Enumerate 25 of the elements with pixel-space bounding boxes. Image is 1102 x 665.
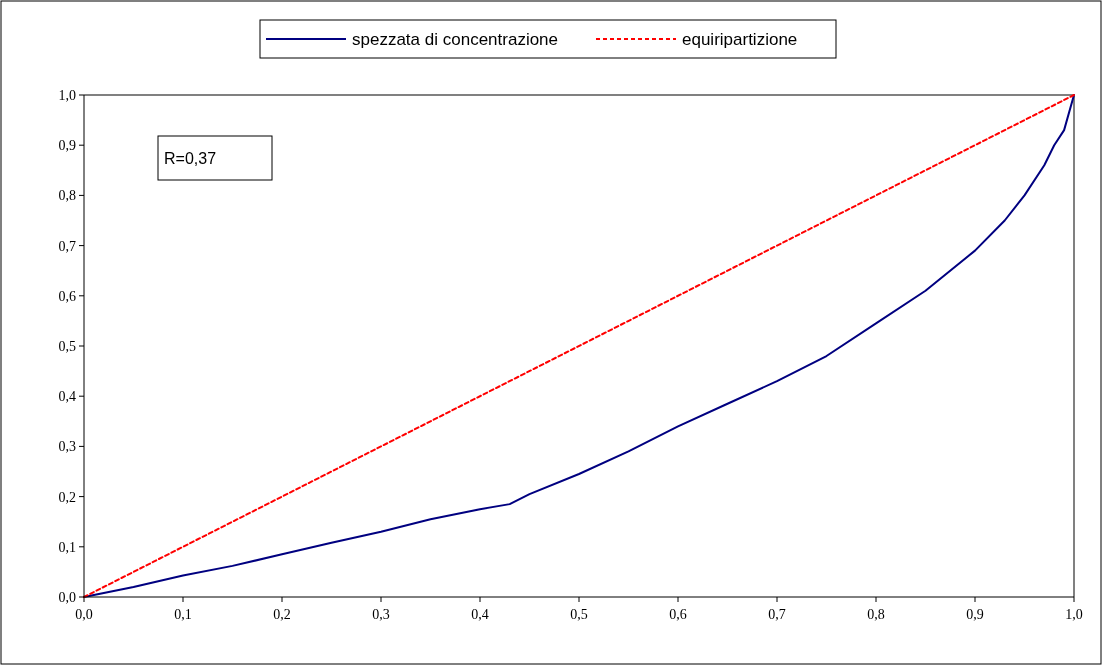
x-tick-label: 0,0: [75, 607, 93, 622]
x-tick-label: 0,4: [471, 607, 489, 622]
y-tick-label: 0,0: [58, 590, 76, 605]
x-tick-label: 0,5: [570, 607, 588, 622]
y-tick-label: 0,5: [58, 339, 76, 354]
y-tick-label: 1,0: [58, 88, 76, 103]
legend-label: equiripartizione: [682, 30, 798, 49]
x-tick-label: 1,0: [1065, 607, 1083, 622]
x-tick-label: 0,9: [966, 607, 984, 622]
x-tick-label: 0,7: [768, 607, 786, 622]
y-tick-label: 0,4: [58, 389, 76, 405]
x-tick-label: 0,6: [669, 607, 687, 622]
legend-label: spezzata di concentrazione: [352, 30, 559, 49]
y-tick-label: 0,8: [58, 188, 76, 204]
x-tick-label: 0,8: [867, 607, 885, 622]
y-tick-label: 0,2: [58, 489, 76, 505]
y-tick-label: 0,7: [58, 238, 76, 254]
x-tick-label: 0,3: [372, 607, 390, 622]
x-tick-label: 0,2: [273, 607, 291, 622]
y-tick-label: 0,9: [58, 138, 76, 154]
annotation: R=0,37: [164, 150, 217, 167]
y-tick-label: 0,3: [58, 439, 76, 455]
x-tick-label: 0,1: [174, 607, 192, 622]
y-tick-label: 0,6: [58, 288, 76, 304]
y-tick-label: 0,1: [58, 539, 76, 555]
